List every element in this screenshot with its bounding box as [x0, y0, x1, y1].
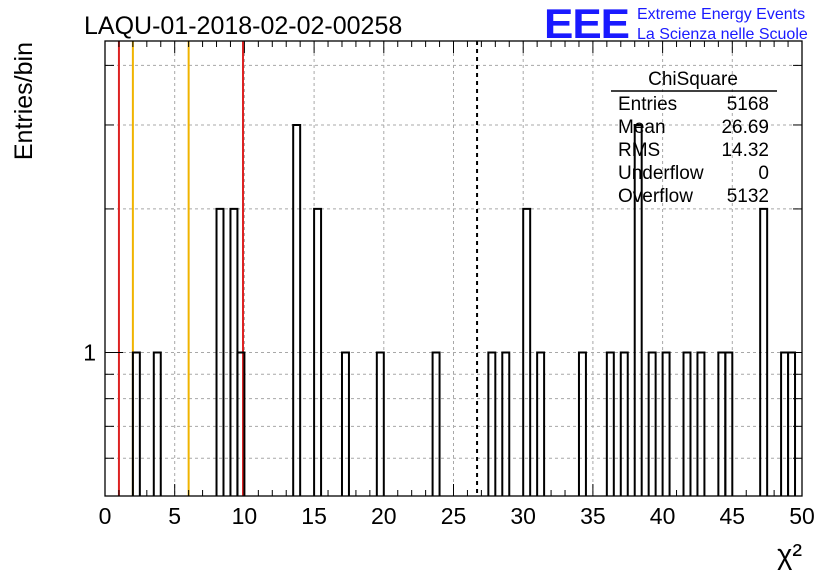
x-tick-label: 10	[232, 503, 258, 529]
stats-label-underflow: Underflow	[618, 163, 704, 184]
histogram-bin	[431, 351, 441, 496]
histogram-bin	[292, 123, 302, 496]
stats-label-entries: Entries	[618, 94, 677, 115]
x-tick-label: 45	[720, 503, 746, 529]
histogram-bin	[696, 351, 706, 496]
histogram-bin	[131, 351, 141, 496]
eee-logo-line2: La Scienza nelle Scuole	[637, 26, 808, 43]
histogram-bin	[605, 351, 615, 496]
y-tick-label: 1	[83, 339, 96, 365]
stats-value-underflow: 0	[758, 163, 769, 184]
chart-title: LAQU-01-2018-02-02-00258	[84, 12, 402, 40]
histogram-bin	[536, 351, 546, 496]
histogram-bin	[522, 207, 532, 496]
x-axis-label: χ²	[777, 539, 802, 571]
eee-logo-line1: Extreme Energy Events	[637, 6, 805, 23]
stats-value-rms: 14.32	[721, 140, 769, 161]
x-tick-label: 25	[441, 503, 467, 529]
histogram-bin	[759, 207, 769, 496]
eee-logo-mark: EEE	[544, 1, 629, 48]
x-tick-label: 5	[168, 503, 181, 529]
histogram-bin	[633, 123, 643, 496]
histogram-bin	[577, 351, 587, 496]
histogram-bin	[682, 351, 692, 496]
histogram-bin	[313, 207, 323, 496]
stats-value-entries: 5168	[727, 94, 769, 115]
x-tick-label: 30	[510, 503, 536, 529]
histogram-bin	[647, 351, 657, 496]
tick-layer: 0 5 10 15 20 25 30 35 40 45 50 1	[83, 41, 815, 529]
stats-label-rms: RMS	[618, 140, 660, 161]
histogram-bin	[375, 351, 385, 496]
y-axis-label: Entries/bin	[10, 42, 38, 160]
histogram-bin	[487, 351, 497, 496]
x-tick-label: 40	[650, 503, 676, 529]
histogram-bin	[619, 351, 629, 496]
histogram-bin	[501, 351, 511, 496]
histogram-bin	[215, 207, 225, 496]
x-tick-label: 20	[371, 503, 397, 529]
reference-lines-layer	[117, 41, 479, 496]
eee-logo: EEE Extreme Energy Events La Scienza nel…	[544, 1, 808, 48]
x-tick-label: 15	[301, 503, 327, 529]
histogram-bin	[661, 351, 671, 496]
histogram-bin	[724, 351, 734, 496]
histogram-bin	[340, 351, 350, 496]
stats-label-mean: Mean	[618, 117, 666, 138]
stats-value-mean: 26.69	[721, 117, 769, 138]
stats-box: ChiSquare Entries 5168 Mean 26.69 RMS 14…	[611, 69, 777, 207]
histogram-bin	[152, 351, 162, 496]
stats-value-overflow: 5132	[727, 186, 769, 207]
x-tick-label: 35	[580, 503, 606, 529]
x-tick-label: 50	[789, 503, 815, 529]
stats-label-overflow: Overflow	[618, 186, 693, 207]
histogram-bin	[236, 351, 246, 496]
x-tick-label: 0	[99, 503, 112, 529]
stats-box-title: ChiSquare	[648, 69, 738, 90]
